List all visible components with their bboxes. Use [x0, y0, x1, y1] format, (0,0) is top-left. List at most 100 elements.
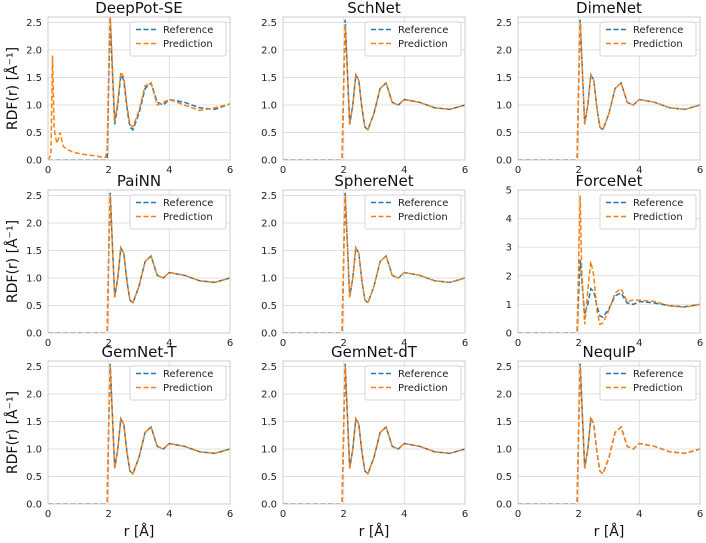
y-tick-label: 2.0: [496, 46, 512, 57]
legend-label-reference: Reference: [633, 369, 683, 380]
x-tick-label: 4: [636, 165, 642, 176]
y-tick-label: 1.5: [496, 73, 512, 84]
y-tick-label: 2.5: [261, 191, 277, 202]
x-axis-label: r [Å]: [594, 523, 625, 540]
series-line-prediction: [48, 17, 230, 160]
legend-label-reference: Reference: [163, 198, 213, 209]
subplot-1: 0 2 4 6 0.0 0.5 1.0 1.5 2.0 2.5 SchNet Reference Pre…: [261, 0, 468, 176]
subplot-title: GemNet-T: [102, 343, 178, 361]
y-tick-label: 1.0: [26, 101, 42, 112]
plot-frame: [47, 360, 231, 505]
y-tick-label: 0.5: [261, 301, 277, 312]
series-line-prediction: [48, 365, 230, 504]
series-line-reference: [48, 17, 230, 160]
y-tick-label: 5: [506, 186, 512, 197]
legend-box: [364, 365, 462, 401]
subplot-6: 0 2 4 6 0.0 0.5 1.0 1.5 2.0 2.5 GemNet-T Reference P…: [26, 343, 233, 520]
y-axis-label: RDF(r) [Å⁻¹]: [4, 220, 21, 303]
x-tick-label: 2: [575, 165, 581, 176]
y-tick-label: 2.0: [261, 390, 277, 401]
plot-frame: [517, 360, 701, 505]
legend-label-prediction: Prediction: [163, 212, 213, 223]
y-tick-label: 2.5: [26, 362, 42, 373]
y-tick-label: 2.5: [496, 362, 512, 373]
y-tick-label: 1.0: [261, 274, 277, 285]
y-tick-label: 0.0: [496, 156, 512, 167]
legend-label-reference: Reference: [163, 369, 213, 380]
x-tick-label: 0: [515, 509, 521, 520]
legend-label-reference: Reference: [163, 25, 213, 36]
legend-box: [364, 21, 462, 57]
x-tick-label: 4: [636, 338, 642, 349]
y-tick-label: 0.5: [496, 128, 512, 139]
legend-label-reference: Reference: [633, 198, 683, 209]
x-tick-label: 4: [401, 165, 407, 176]
y-tick-label: 2.5: [496, 18, 512, 29]
legend-box: [129, 194, 227, 230]
x-tick-label: 2: [340, 509, 346, 520]
x-tick-label: 6: [227, 338, 233, 349]
legend-box: [129, 365, 227, 401]
x-axis-label: r [Å]: [124, 523, 155, 540]
x-tick-label: 6: [697, 338, 703, 349]
y-tick-label: 1.5: [261, 246, 277, 257]
y-tick-label: 1.5: [26, 73, 42, 84]
y-tick-label: 2.5: [26, 191, 42, 202]
legend-label-prediction: Prediction: [163, 383, 213, 394]
series-line-prediction: [518, 365, 700, 504]
series-line-prediction: [518, 22, 700, 160]
y-tick-label: 0.0: [496, 500, 512, 511]
x-tick-label: 4: [166, 165, 172, 176]
subplot-title: SchNet: [347, 0, 401, 17]
x-tick-label: 2: [575, 509, 581, 520]
plot-frame: [47, 189, 231, 334]
legend-label-prediction: Prediction: [163, 39, 213, 50]
y-tick-label: 0.5: [26, 472, 42, 483]
y-tick-label: 1.0: [261, 101, 277, 112]
legend-box: [599, 365, 697, 401]
subplot-title: ForceNet: [576, 172, 643, 190]
x-tick-label: 6: [462, 338, 468, 349]
legend-label-reference: Reference: [398, 369, 448, 380]
y-tick-label: 0.0: [261, 156, 277, 167]
y-tick-label: 2.0: [261, 46, 277, 57]
legend-box: [599, 194, 697, 230]
y-tick-label: 0.5: [26, 128, 42, 139]
y-tick-label: 0.5: [496, 472, 512, 483]
x-tick-label: 0: [515, 165, 521, 176]
x-tick-label: 6: [697, 165, 703, 176]
subplot-8: 0 2 4 6 0.0 0.5 1.0 1.5 2.0 2.5 NequIP Reference Pre…: [496, 343, 703, 520]
x-tick-label: 4: [401, 509, 407, 520]
legend-box: [599, 21, 697, 57]
x-tick-label: 2: [340, 165, 346, 176]
legend-label-reference: Reference: [398, 25, 448, 36]
x-tick-label: 2: [105, 509, 111, 520]
series-line-prediction: [283, 25, 465, 160]
y-tick-label: 2: [506, 271, 512, 282]
plot-frame: [282, 189, 466, 334]
y-tick-label: 1.5: [26, 417, 42, 428]
x-tick-label: 0: [45, 165, 51, 176]
legend-label-prediction: Prediction: [633, 39, 683, 50]
y-tick-label: 2.0: [261, 219, 277, 230]
x-tick-label: 0: [280, 165, 286, 176]
y-tick-label: 2.0: [26, 46, 42, 57]
x-tick-label: 6: [462, 509, 468, 520]
legend-label-prediction: Prediction: [398, 39, 448, 50]
subplot-title: DeepPot-SE: [95, 0, 183, 17]
legend-label-reference: Reference: [633, 25, 683, 36]
y-tick-label: 0.0: [261, 329, 277, 340]
legend-label-prediction: Prediction: [398, 383, 448, 394]
series-line-prediction: [283, 365, 465, 504]
y-tick-label: 2.0: [26, 390, 42, 401]
y-tick-label: 1.0: [26, 274, 42, 285]
y-axis-label: RDF(r) [Å⁻¹]: [4, 47, 21, 130]
y-tick-label: 1.5: [261, 417, 277, 428]
x-tick-label: 6: [697, 509, 703, 520]
x-tick-label: 0: [45, 338, 51, 349]
x-tick-label: 6: [462, 165, 468, 176]
x-tick-label: 0: [280, 338, 286, 349]
y-tick-label: 3: [506, 243, 512, 254]
